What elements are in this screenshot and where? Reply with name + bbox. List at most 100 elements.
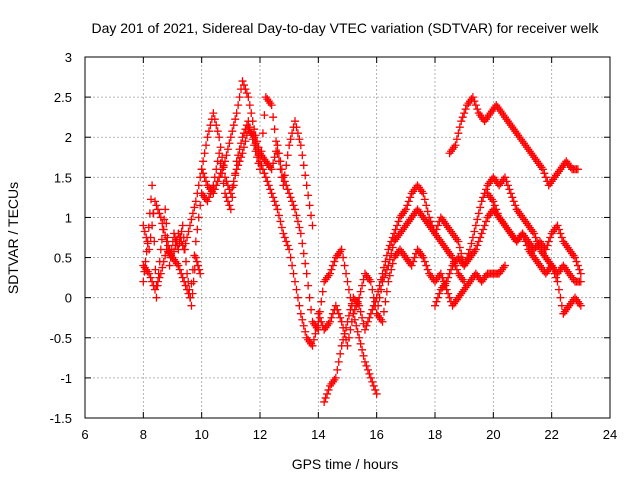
data-point (311, 321, 320, 330)
data-point (324, 385, 333, 394)
data-point (451, 297, 460, 306)
data-point (175, 239, 184, 248)
data-point (320, 325, 329, 334)
data-point (260, 111, 269, 120)
data-point (473, 105, 482, 114)
data-point (368, 305, 377, 314)
data-point (505, 185, 514, 194)
data-point (483, 181, 492, 190)
data-point (512, 205, 521, 214)
data-point (327, 313, 336, 322)
data-point (554, 285, 563, 294)
data-point (141, 257, 150, 266)
data-point (413, 181, 422, 190)
data-point (445, 293, 454, 302)
data-point (318, 287, 327, 296)
data-point (470, 227, 479, 236)
data-point (406, 193, 415, 202)
data-point (537, 163, 546, 172)
data-point (444, 223, 453, 232)
data-point (183, 269, 192, 278)
data-point (378, 317, 387, 326)
data-point (413, 245, 422, 254)
data-point (363, 317, 372, 326)
data-point (524, 145, 533, 154)
data-point (455, 243, 464, 252)
data-point (435, 235, 444, 244)
data-point (541, 173, 550, 182)
data-point (155, 273, 164, 282)
data-point (502, 223, 511, 232)
data-point (546, 233, 555, 242)
data-point (495, 181, 504, 190)
data-point (422, 201, 431, 210)
data-point (366, 373, 375, 382)
data-point (447, 251, 456, 260)
data-point (449, 143, 458, 152)
data-point (452, 235, 461, 244)
data-point (334, 357, 343, 366)
data-point (519, 215, 528, 224)
data-point (185, 285, 194, 294)
satellite-track-8 (431, 173, 585, 310)
data-point (261, 93, 270, 102)
data-point (250, 141, 259, 150)
data-point (298, 315, 307, 324)
data-point (528, 151, 537, 160)
data-point (283, 185, 292, 194)
data-point (298, 151, 307, 160)
data-point (142, 265, 151, 274)
data-point (527, 249, 536, 258)
data-point (288, 261, 297, 270)
data-point (553, 277, 562, 286)
data-markers (139, 77, 585, 406)
data-point (270, 197, 279, 206)
data-point (280, 171, 289, 180)
data-point (321, 393, 330, 402)
data-point (576, 301, 585, 310)
data-point (197, 165, 206, 174)
data-point (374, 311, 383, 320)
data-point (433, 221, 442, 230)
data-point (413, 205, 422, 214)
data-point (565, 245, 574, 254)
data-point (194, 213, 203, 222)
data-point (544, 257, 553, 266)
data-point (223, 145, 232, 154)
data-point (333, 305, 342, 314)
data-point (200, 173, 209, 182)
data-point (528, 251, 537, 260)
data-point (508, 231, 517, 240)
data-point (576, 269, 585, 278)
data-point (419, 213, 428, 222)
data-point (442, 245, 451, 254)
data-point (471, 269, 480, 278)
data-point (530, 229, 539, 238)
data-point (409, 187, 418, 196)
data-point (439, 281, 448, 290)
data-point (496, 179, 505, 188)
data-point (188, 289, 197, 298)
data-point (398, 225, 407, 234)
data-point (416, 249, 425, 258)
x-tick-label: 8 (140, 427, 147, 442)
data-point (533, 157, 542, 166)
data-point (537, 263, 546, 272)
data-point (362, 361, 371, 370)
data-point (460, 109, 469, 118)
data-point (343, 317, 352, 326)
data-point (140, 267, 149, 276)
data-point (340, 261, 349, 270)
data-point (292, 123, 301, 132)
data-point (474, 237, 483, 246)
data-point (385, 255, 394, 264)
data-point (537, 247, 546, 256)
data-point (237, 139, 246, 148)
data-point (213, 127, 222, 136)
data-point (474, 109, 483, 118)
satellite-track-3 (197, 109, 381, 398)
data-point (489, 197, 498, 206)
data-point (317, 317, 326, 326)
data-point (536, 161, 544, 170)
data-point (368, 285, 377, 294)
